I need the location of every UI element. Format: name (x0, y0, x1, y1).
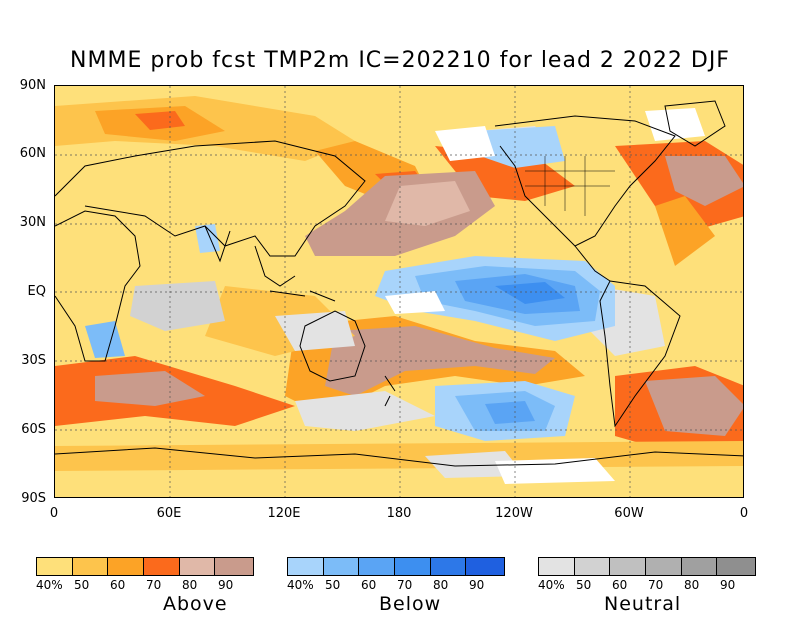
lat-label: 90N (19, 78, 46, 93)
legend-tick: 80 (684, 578, 700, 592)
legend-swatch (681, 558, 718, 575)
lat-label: 90S (21, 491, 46, 506)
lon-label: 120W (495, 506, 533, 521)
legend-tick: 80 (182, 578, 198, 592)
legend-neutral-label: Neutral (604, 593, 682, 615)
lon-label: 60W (614, 506, 644, 521)
legend-swatch (395, 558, 431, 575)
legend-swatch (646, 558, 682, 575)
legend-swatch (359, 558, 396, 575)
legend-tick: 90 (469, 578, 485, 592)
lon-label: 60E (156, 506, 182, 521)
legend-tick: 50 (74, 578, 90, 592)
legend-tick: 70 (648, 578, 664, 592)
legend-neutral-colorbar (538, 557, 756, 576)
legend-swatch (323, 558, 360, 575)
legend-below-ticks: 40% 50 60 70 80 90 (287, 578, 499, 592)
lat-label: EQ (27, 284, 46, 299)
legend-swatch (144, 558, 180, 575)
lat-label: 30N (19, 215, 46, 230)
lat-label: 60N (19, 146, 46, 161)
legend-swatch (610, 558, 647, 575)
legend-tick: 70 (397, 578, 413, 592)
forecast-map (54, 85, 744, 498)
legend-tick: 90 (720, 578, 736, 592)
lat-label: 30S (21, 353, 46, 368)
legend-above-label: Above (163, 593, 228, 615)
legend-swatch (108, 558, 145, 575)
legend-swatch (430, 558, 467, 575)
legend-tick: 40% (538, 578, 565, 592)
legend-tick: 40% (36, 578, 63, 592)
legend-swatch (37, 558, 73, 575)
legend-swatch (717, 558, 755, 575)
legend-tick: 60 (110, 578, 126, 592)
legend-below-colorbar (287, 557, 505, 576)
legend-swatch (466, 558, 504, 575)
below-probability-shading (85, 126, 615, 441)
legend-swatch (179, 558, 216, 575)
legend-below-label: Below (379, 593, 442, 615)
legend-swatch (288, 558, 324, 575)
legend-swatch (539, 558, 575, 575)
lon-label: 120E (267, 506, 301, 521)
legend-tick: 70 (146, 578, 162, 592)
lon-label: 180 (386, 506, 412, 521)
legend-tick: 40% (287, 578, 314, 592)
page-title: NMME prob fcst TMP2m IC=202210 for lead … (70, 48, 730, 73)
legend-tick: 60 (361, 578, 377, 592)
lat-label: 60S (21, 422, 46, 437)
lon-label: 0 (49, 506, 59, 521)
coastlines (55, 100, 743, 467)
legend-tick: 50 (325, 578, 341, 592)
graticule (55, 86, 743, 497)
legend-tick: 90 (218, 578, 234, 592)
lon-label: 0 (739, 506, 749, 521)
legend-tick: 60 (612, 578, 628, 592)
legend-above-colorbar (36, 557, 254, 576)
legend-above-ticks: 40% 50 60 70 80 90 (36, 578, 248, 592)
legend-swatch (215, 558, 253, 575)
legend-tick: 50 (576, 578, 592, 592)
legend-tick: 80 (433, 578, 449, 592)
legend-swatch (72, 558, 109, 575)
legend-neutral-ticks: 40% 50 60 70 80 90 (538, 578, 750, 592)
legend-swatch (574, 558, 611, 575)
